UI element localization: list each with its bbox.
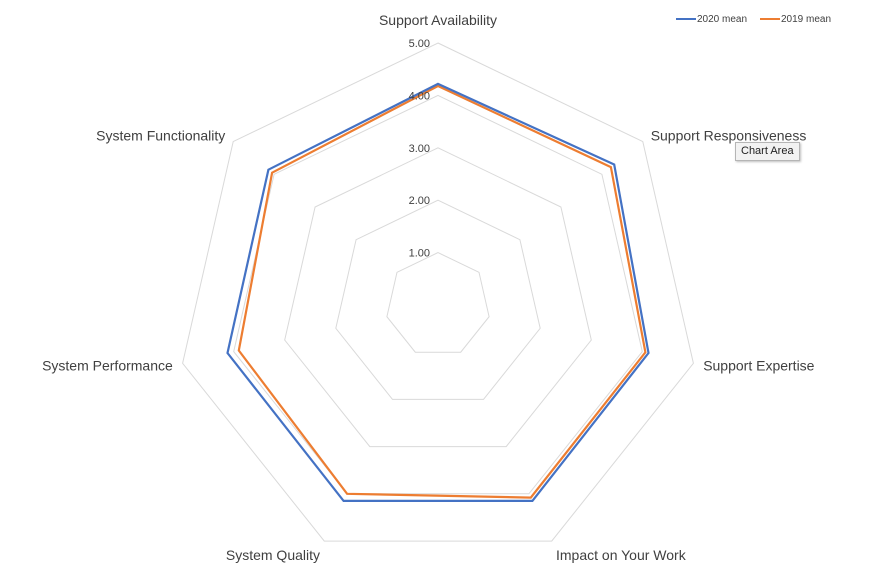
tick-label-3: 3.00 bbox=[409, 143, 430, 155]
axis-label-6: System Performance bbox=[42, 358, 173, 374]
tick-label-4: 4.00 bbox=[409, 90, 430, 102]
series-line-2019-mean bbox=[237, 84, 647, 499]
legend: 2020 mean 2019 mean bbox=[676, 14, 831, 25]
grid-ring-5 bbox=[182, 42, 694, 542]
tick-label-2: 2.00 bbox=[409, 195, 430, 207]
tick-label-1: 1.00 bbox=[409, 248, 430, 260]
series-line-2020-mean bbox=[226, 82, 650, 502]
axis-labels: Support Availability Support Responsivene… bbox=[42, 12, 815, 563]
axis-label-3: Support Expertise bbox=[703, 358, 814, 374]
axis-label-1: Support Availability bbox=[379, 12, 497, 28]
grid-ring-3 bbox=[284, 147, 592, 448]
axis-label-5: System Quality bbox=[226, 547, 320, 563]
axis-label-4: Impact on Your Work bbox=[556, 547, 687, 563]
series-layer bbox=[226, 82, 650, 502]
axis-label-7: System Functionality bbox=[96, 127, 225, 143]
chart-area-tooltip: Chart Area bbox=[735, 142, 800, 161]
tick-label-5: 5.00 bbox=[409, 38, 430, 50]
tick-labels: 1.00 2.00 3.00 4.00 5.00 bbox=[409, 38, 430, 260]
grid-ring-2 bbox=[335, 199, 541, 400]
legend-entry-1: 2020 mean bbox=[697, 14, 747, 25]
grid-layer bbox=[182, 42, 694, 542]
grid-ring-1 bbox=[386, 252, 490, 353]
legend-entry-2: 2019 mean bbox=[781, 14, 831, 25]
axis-label-2: Support Responsiveness bbox=[651, 127, 807, 143]
